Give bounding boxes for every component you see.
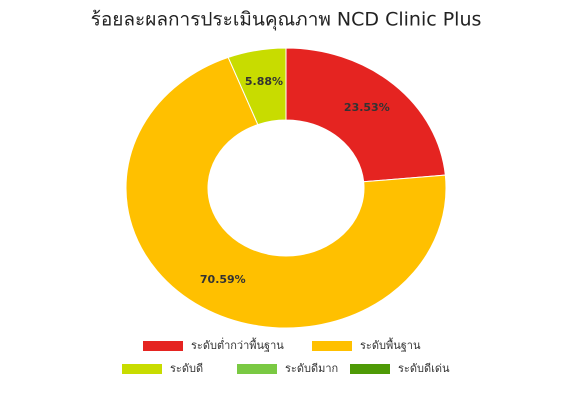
legend-label: ระดับดีเด่น bbox=[398, 362, 450, 375]
legend-swatch bbox=[350, 364, 390, 374]
data-label: 70.59% bbox=[200, 273, 246, 286]
data-label: 23.53% bbox=[344, 101, 390, 114]
donut-segment bbox=[285, 47, 446, 183]
legend-swatch bbox=[143, 341, 183, 351]
legend-swatch bbox=[237, 364, 277, 374]
legend-label: ระดับดี bbox=[170, 362, 203, 375]
legend-label: ระดับต่ำกว่าพื้นฐาน bbox=[191, 337, 284, 352]
legend-swatch bbox=[312, 341, 352, 351]
chart-title: ร้อยละผลการประเมินคุณภาพ NCD Clinic Plus bbox=[91, 9, 482, 32]
legend-label: ระดับพื้นฐาน bbox=[360, 337, 421, 352]
data-label: 5.88% bbox=[245, 75, 283, 88]
legend-swatch bbox=[122, 364, 162, 374]
donut-segment bbox=[125, 56, 447, 329]
legend-label: ระดับดีมาก bbox=[285, 362, 338, 375]
